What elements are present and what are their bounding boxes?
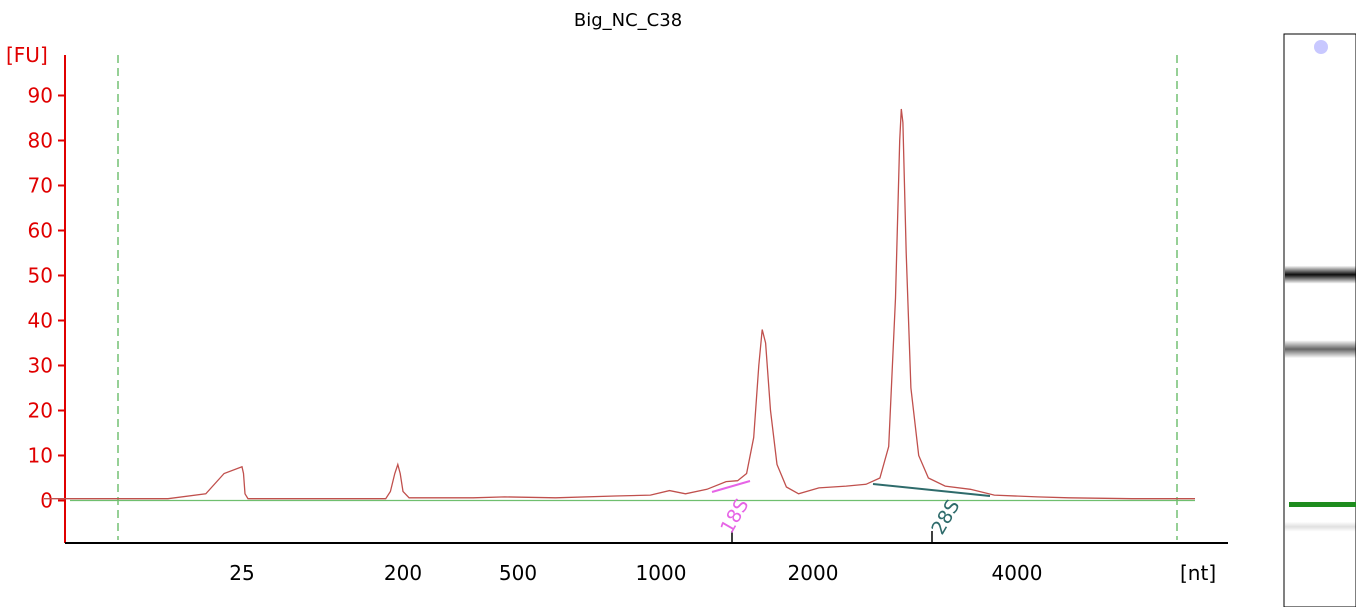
gel-band bbox=[1285, 521, 1356, 532]
peak-annotation-label: 28S bbox=[927, 496, 964, 538]
x-tick-label: 2000 bbox=[788, 561, 839, 585]
x-tick-label: 25 bbox=[229, 561, 254, 585]
y-tick-label: 40 bbox=[28, 309, 53, 333]
peak-annotation-line bbox=[872, 483, 991, 497]
y-tick-label: 20 bbox=[28, 399, 53, 423]
gel-band bbox=[1285, 340, 1356, 359]
y-tick-label: 0 bbox=[40, 489, 53, 513]
gel-lane bbox=[1283, 33, 1356, 607]
y-tick-label: 10 bbox=[28, 444, 53, 468]
series-group bbox=[44, 108, 1195, 502]
chart-title: Big_NC_C38 bbox=[574, 10, 682, 31]
y-tick-label: 50 bbox=[28, 264, 53, 288]
gel-lane-background bbox=[1283, 33, 1356, 607]
series-trace bbox=[44, 108, 1195, 500]
annotations-group: 18S 28S bbox=[711, 480, 991, 539]
x-tick-label: 4000 bbox=[992, 561, 1043, 585]
x-tick-label: 500 bbox=[499, 561, 537, 585]
y-tick-label: 80 bbox=[28, 129, 53, 153]
y-ticks: 0 10 20 30 40 50 60 70 80 90 bbox=[28, 84, 65, 513]
peak-annotation-line bbox=[711, 480, 751, 493]
y-tick-label: 90 bbox=[28, 84, 53, 108]
gel-marker-band bbox=[1289, 502, 1356, 507]
peak-annotation-label: 18S bbox=[716, 495, 753, 537]
gel-band bbox=[1285, 265, 1356, 284]
y-tick-label: 70 bbox=[28, 174, 53, 198]
gel-spot-icon bbox=[1314, 40, 1328, 54]
y-tick-label: 30 bbox=[28, 354, 53, 378]
gel-bands bbox=[1285, 265, 1356, 532]
x-tick-label: 1000 bbox=[636, 561, 687, 585]
x-tick-label: 200 bbox=[384, 561, 422, 585]
y-tick-label: 60 bbox=[28, 219, 53, 243]
x-ticks: 25 200 500 1000 2000 4000 bbox=[229, 531, 1042, 585]
x-axis-label: [nt] bbox=[1180, 561, 1216, 585]
y-axis-label: [FU] bbox=[6, 43, 48, 67]
